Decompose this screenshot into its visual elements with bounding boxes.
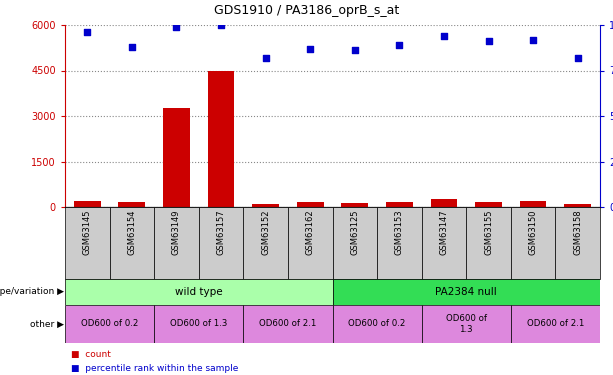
FancyBboxPatch shape xyxy=(243,207,288,279)
Bar xyxy=(297,202,324,207)
Text: OD600 of 1.3: OD600 of 1.3 xyxy=(170,320,227,328)
FancyBboxPatch shape xyxy=(65,305,154,343)
Bar xyxy=(74,201,101,207)
Point xyxy=(573,55,582,61)
Text: GSM63158: GSM63158 xyxy=(573,209,582,255)
FancyBboxPatch shape xyxy=(422,207,466,279)
Text: ■  count: ■ count xyxy=(71,351,111,360)
FancyBboxPatch shape xyxy=(199,207,243,279)
FancyBboxPatch shape xyxy=(466,207,511,279)
Text: GSM63162: GSM63162 xyxy=(306,209,314,255)
FancyBboxPatch shape xyxy=(332,207,377,279)
Bar xyxy=(386,202,413,207)
Text: GSM63154: GSM63154 xyxy=(128,209,136,255)
Text: GSM63157: GSM63157 xyxy=(216,209,226,255)
Text: OD600 of
1.3: OD600 of 1.3 xyxy=(446,314,487,334)
Text: other ▶: other ▶ xyxy=(30,320,64,328)
Text: GSM63149: GSM63149 xyxy=(172,209,181,255)
Text: genotype/variation ▶: genotype/variation ▶ xyxy=(0,288,64,297)
Point xyxy=(172,24,181,30)
FancyBboxPatch shape xyxy=(65,207,110,279)
Bar xyxy=(163,108,190,207)
Text: GSM63152: GSM63152 xyxy=(261,209,270,255)
FancyBboxPatch shape xyxy=(154,305,243,343)
Text: OD600 of 2.1: OD600 of 2.1 xyxy=(527,320,584,328)
FancyBboxPatch shape xyxy=(65,279,332,305)
Text: GSM63153: GSM63153 xyxy=(395,209,404,255)
Text: OD600 of 0.2: OD600 of 0.2 xyxy=(348,320,406,328)
Text: GSM63150: GSM63150 xyxy=(528,209,538,255)
FancyBboxPatch shape xyxy=(154,207,199,279)
FancyBboxPatch shape xyxy=(555,207,600,279)
Point xyxy=(261,55,270,61)
Point xyxy=(305,46,315,52)
FancyBboxPatch shape xyxy=(332,305,422,343)
Point xyxy=(395,42,405,48)
Point xyxy=(528,36,538,42)
Bar xyxy=(520,201,547,207)
Text: OD600 of 2.1: OD600 of 2.1 xyxy=(259,320,316,328)
FancyBboxPatch shape xyxy=(288,207,332,279)
FancyBboxPatch shape xyxy=(377,207,422,279)
Point xyxy=(127,44,137,50)
FancyBboxPatch shape xyxy=(422,305,511,343)
FancyBboxPatch shape xyxy=(511,305,600,343)
Bar xyxy=(430,200,457,207)
Point xyxy=(484,38,493,44)
Text: ■  percentile rank within the sample: ■ percentile rank within the sample xyxy=(71,364,238,373)
Text: PA2384 null: PA2384 null xyxy=(435,287,497,297)
Point xyxy=(82,29,92,35)
Bar xyxy=(118,202,145,207)
Text: GDS1910 / PA3186_oprB_s_at: GDS1910 / PA3186_oprB_s_at xyxy=(214,4,399,17)
Text: wild type: wild type xyxy=(175,287,223,297)
Bar xyxy=(253,204,279,207)
Text: GSM63145: GSM63145 xyxy=(83,209,92,255)
Text: GSM63147: GSM63147 xyxy=(440,209,449,255)
Bar xyxy=(208,70,234,207)
FancyBboxPatch shape xyxy=(110,207,154,279)
FancyBboxPatch shape xyxy=(243,305,332,343)
Bar xyxy=(475,202,502,207)
Text: GSM63155: GSM63155 xyxy=(484,209,493,255)
Bar xyxy=(565,204,591,207)
FancyBboxPatch shape xyxy=(332,279,600,305)
Text: GSM63125: GSM63125 xyxy=(350,209,359,255)
Bar xyxy=(341,203,368,207)
Text: OD600 of 0.2: OD600 of 0.2 xyxy=(81,320,139,328)
FancyBboxPatch shape xyxy=(511,207,555,279)
Point xyxy=(350,48,360,54)
Point xyxy=(216,22,226,28)
Point xyxy=(439,33,449,39)
